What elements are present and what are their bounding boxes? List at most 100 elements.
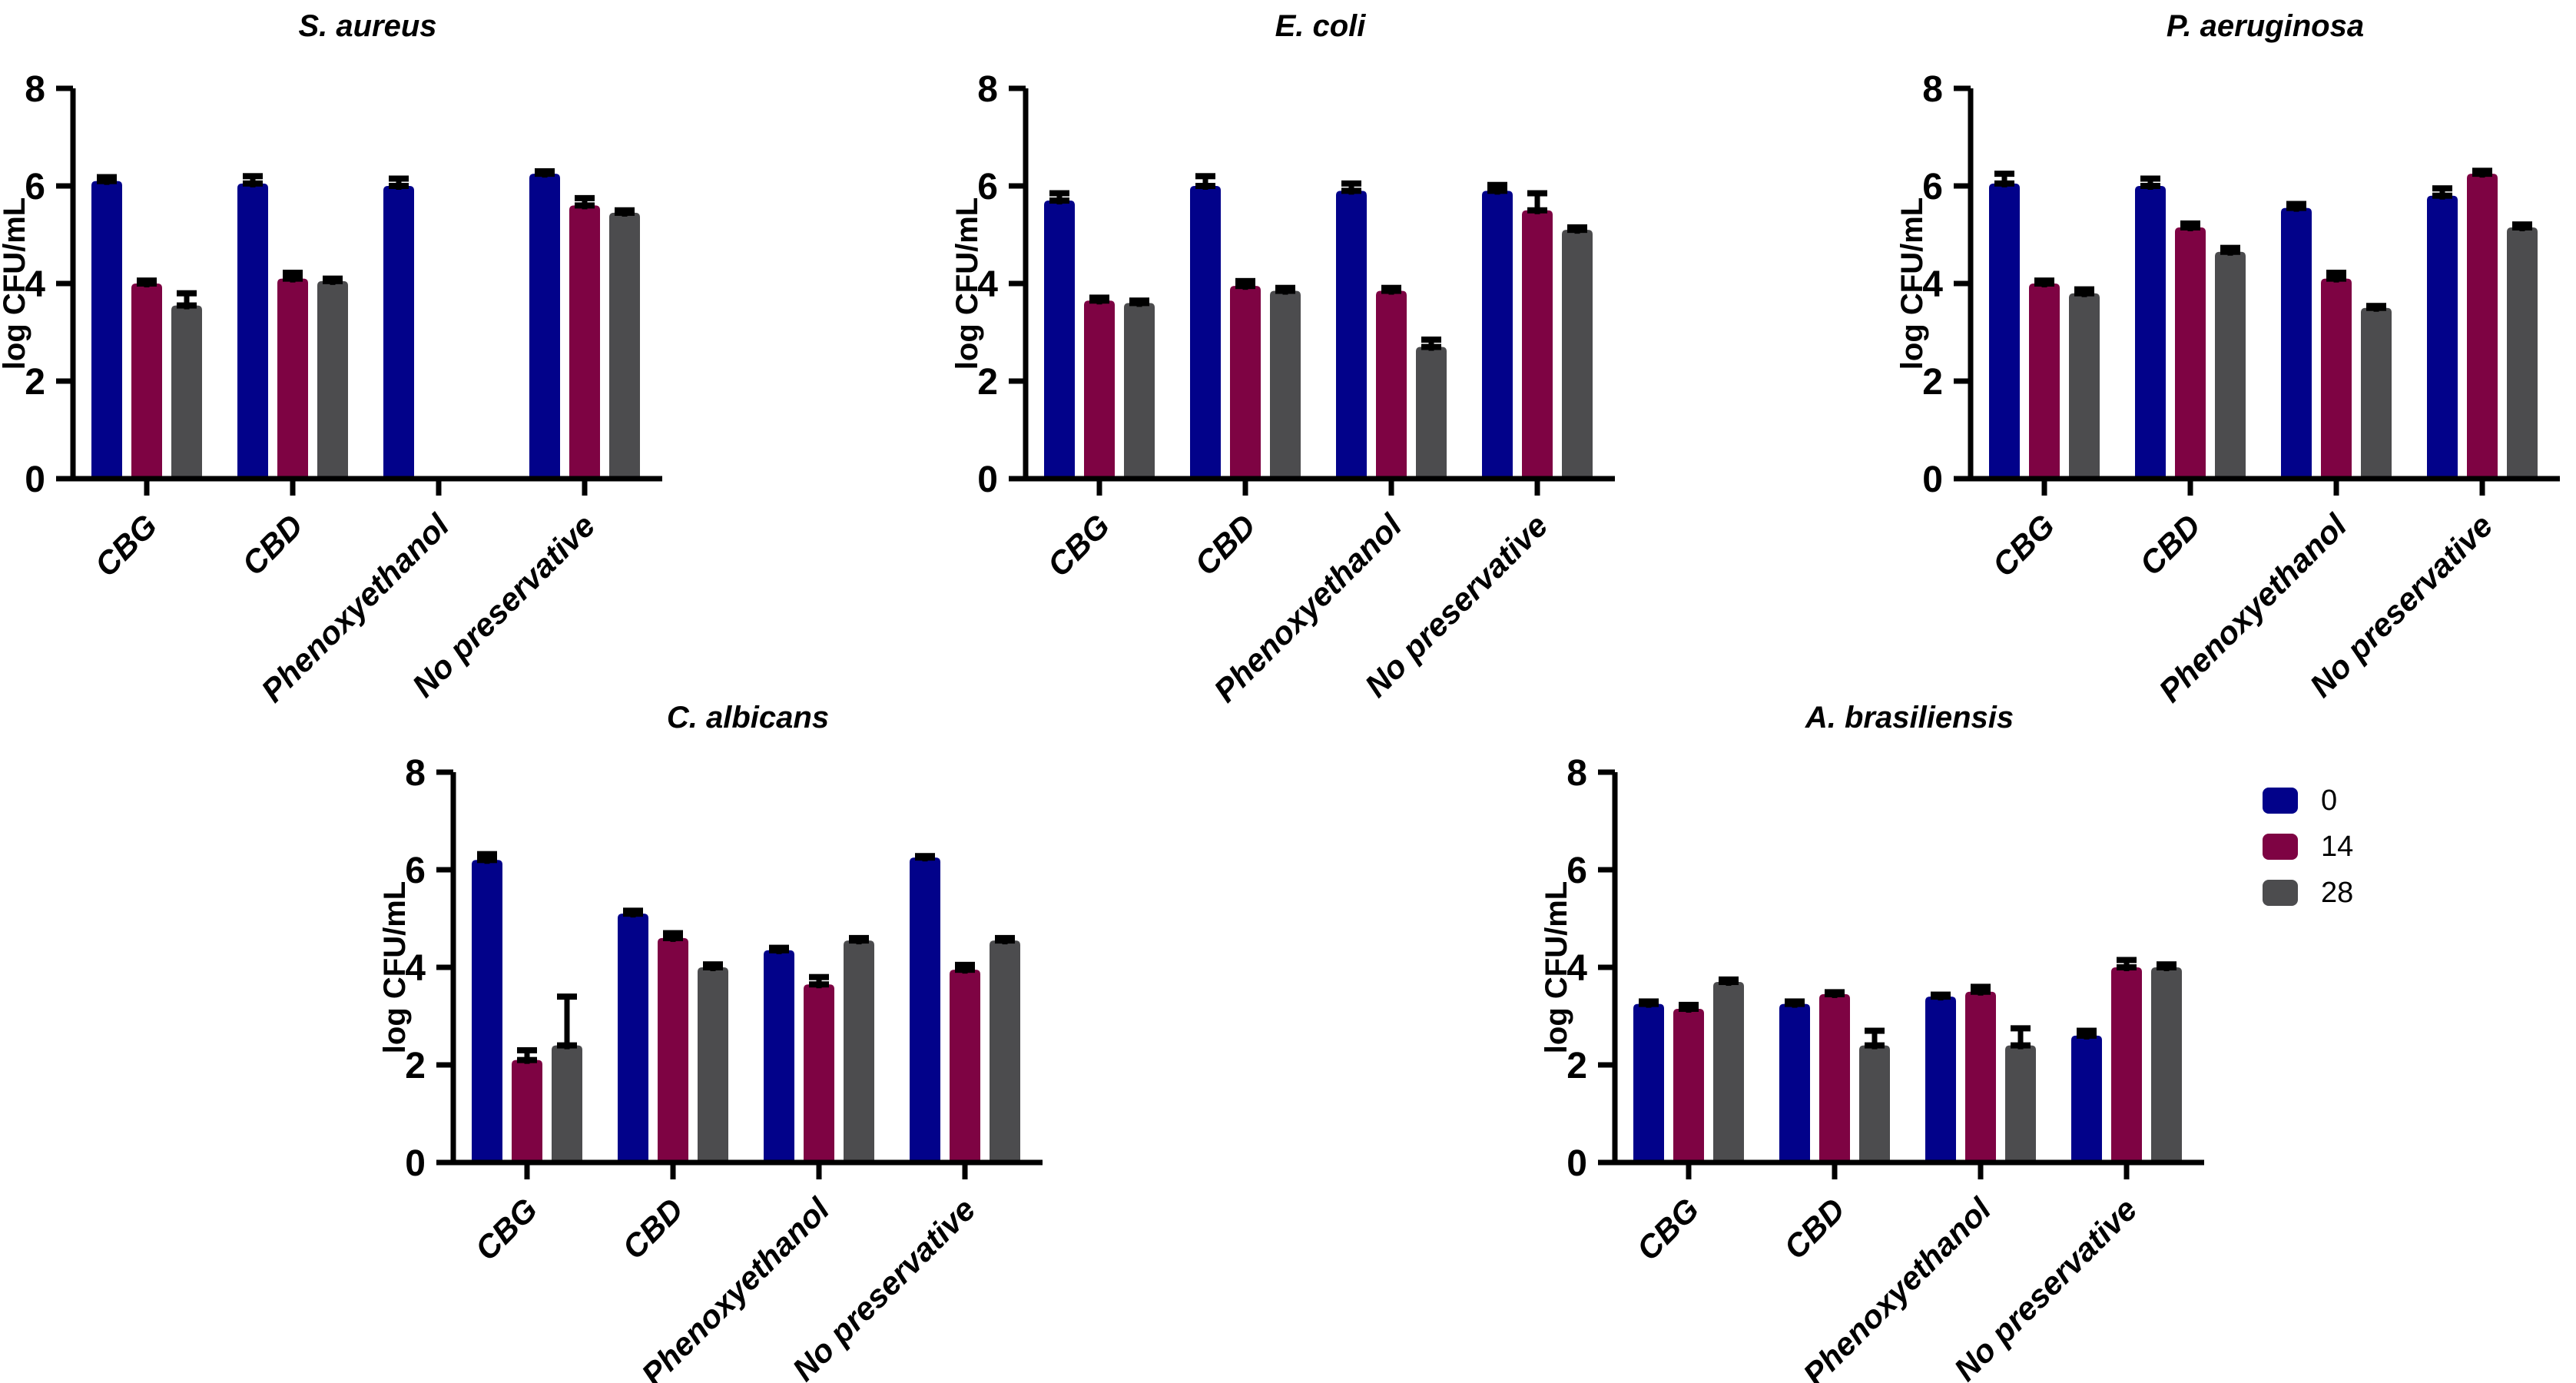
bar <box>1230 286 1261 479</box>
error-bar-cap <box>517 1046 537 1053</box>
bar <box>1376 290 1407 479</box>
error-bar-base-cap <box>1341 187 1361 194</box>
chart-p-aeruginosa: 0 2 4 6 8 CBG CBD Phenoxyethanol No preservative… <box>1895 0 2576 709</box>
error-bar-cap <box>2011 1025 2031 1032</box>
error-bar-cap <box>1865 1027 1885 1034</box>
error-bar-cap <box>1679 1001 1699 1008</box>
error-bar-base-cap <box>2077 1032 2097 1039</box>
bar <box>1779 1003 1810 1162</box>
chart-title: P. aeruginosa <box>2167 9 2364 43</box>
y-axis-label: log CFU/mL <box>378 881 412 1053</box>
bar <box>237 183 268 479</box>
error-bar-base-cap <box>1785 1000 1805 1007</box>
y-tick-label: 8 <box>977 69 998 110</box>
y-axis-label: log CFU/mL <box>1540 881 1573 1053</box>
error-bar-base-cap <box>2034 280 2054 287</box>
bar <box>1336 191 1367 479</box>
bar <box>2321 278 2352 479</box>
error-bar-cap <box>2077 1027 2097 1034</box>
error-bar-base-cap <box>2472 171 2492 177</box>
error-bar-base-cap <box>243 180 263 187</box>
error-bar-cap <box>1487 181 1507 188</box>
y-tick-label: 2 <box>1922 362 1943 403</box>
error-bar-base-cap <box>1931 993 1951 1000</box>
y-tick-label: 2 <box>25 362 45 403</box>
bar <box>277 278 308 479</box>
y-tick-label: 6 <box>1922 167 1943 207</box>
bar <box>1124 303 1155 479</box>
bar <box>698 967 728 1162</box>
bar <box>1989 183 2020 479</box>
y-tick-label: 2 <box>405 1046 426 1086</box>
x-category-label: CBD <box>615 1191 691 1266</box>
bar <box>658 937 688 1162</box>
y-tick-label: 0 <box>25 459 45 500</box>
bar <box>609 212 640 479</box>
x-category-label: CBG <box>1629 1191 1706 1267</box>
bar <box>2029 284 2060 479</box>
error-bar-base-cap <box>1421 343 1441 350</box>
error-bar-cap <box>575 194 595 201</box>
legend-label-day14: 14 <box>2321 831 2354 863</box>
bar <box>512 1060 542 1162</box>
bar <box>910 857 940 1162</box>
error-bar-base-cap <box>1089 297 1109 304</box>
error-bar-cap <box>2326 270 2346 277</box>
y-tick-label: 2 <box>1566 1046 1587 1086</box>
y-axis-label: log CFU/mL <box>0 197 31 370</box>
error-bar-base-cap <box>1567 227 1587 234</box>
bar <box>2135 186 2166 479</box>
bar <box>844 940 874 1162</box>
x-category-label: CBG <box>1985 507 2061 583</box>
error-bar-base-cap <box>623 910 643 917</box>
legend-item-day0: 0 <box>2263 785 2353 816</box>
error-bar-cap <box>1195 173 1215 180</box>
legend-label-day28: 28 <box>2321 877 2354 909</box>
x-category-label: CBG <box>1040 507 1116 583</box>
legend-item-day28: 28 <box>2263 877 2353 908</box>
error-bar-cap <box>1049 190 1069 197</box>
bar <box>1084 300 1115 479</box>
error-bar-base-cap <box>2140 183 2160 189</box>
error-bar-base-cap <box>1527 207 1547 214</box>
chart-e-coli: 0 2 4 6 8 CBG CBD Phenoxyethanol No preservative… <box>950 0 1644 709</box>
y-tick-label: 0 <box>1566 1143 1587 1184</box>
bar <box>2111 967 2142 1162</box>
error-bar-base-cap <box>2180 224 2200 230</box>
x-category-label: CBD <box>1777 1191 1852 1266</box>
legend-swatch-day0 <box>2263 788 2298 814</box>
error-bar-cap <box>177 290 197 297</box>
bar <box>764 950 794 1162</box>
error-bar-cap <box>1421 337 1441 343</box>
error-bar-cap <box>2140 175 2160 182</box>
error-bar-base-cap <box>535 171 555 177</box>
error-bar-base-cap <box>915 854 935 861</box>
bar <box>618 914 648 1162</box>
error-bar-base-cap <box>849 937 869 944</box>
bar <box>804 984 834 1162</box>
error-bar-cap <box>1527 190 1547 197</box>
bar <box>1416 347 1447 479</box>
error-bar-cap <box>809 973 829 980</box>
legend-swatch-day28 <box>2263 880 2298 906</box>
error-bar-base-cap <box>1825 990 1845 997</box>
bar <box>383 186 414 479</box>
bar <box>171 305 202 479</box>
error-bar-base-cap <box>557 1042 577 1049</box>
bar <box>2507 227 2538 479</box>
error-bar-base-cap <box>477 857 497 864</box>
error-bar-base-cap <box>2512 224 2532 230</box>
bar <box>529 174 560 479</box>
bar <box>2071 1035 2102 1162</box>
bar <box>2005 1045 2036 1162</box>
error-bar-cap <box>97 174 117 181</box>
error-bar-base-cap <box>517 1056 537 1063</box>
y-tick-label: 6 <box>1566 851 1587 891</box>
error-bar-base-cap <box>283 275 303 282</box>
y-axis-label: log CFU/mL <box>1895 197 1929 370</box>
bar <box>472 860 502 1162</box>
bar <box>1482 191 1513 479</box>
legend-item-day14: 14 <box>2263 831 2353 862</box>
